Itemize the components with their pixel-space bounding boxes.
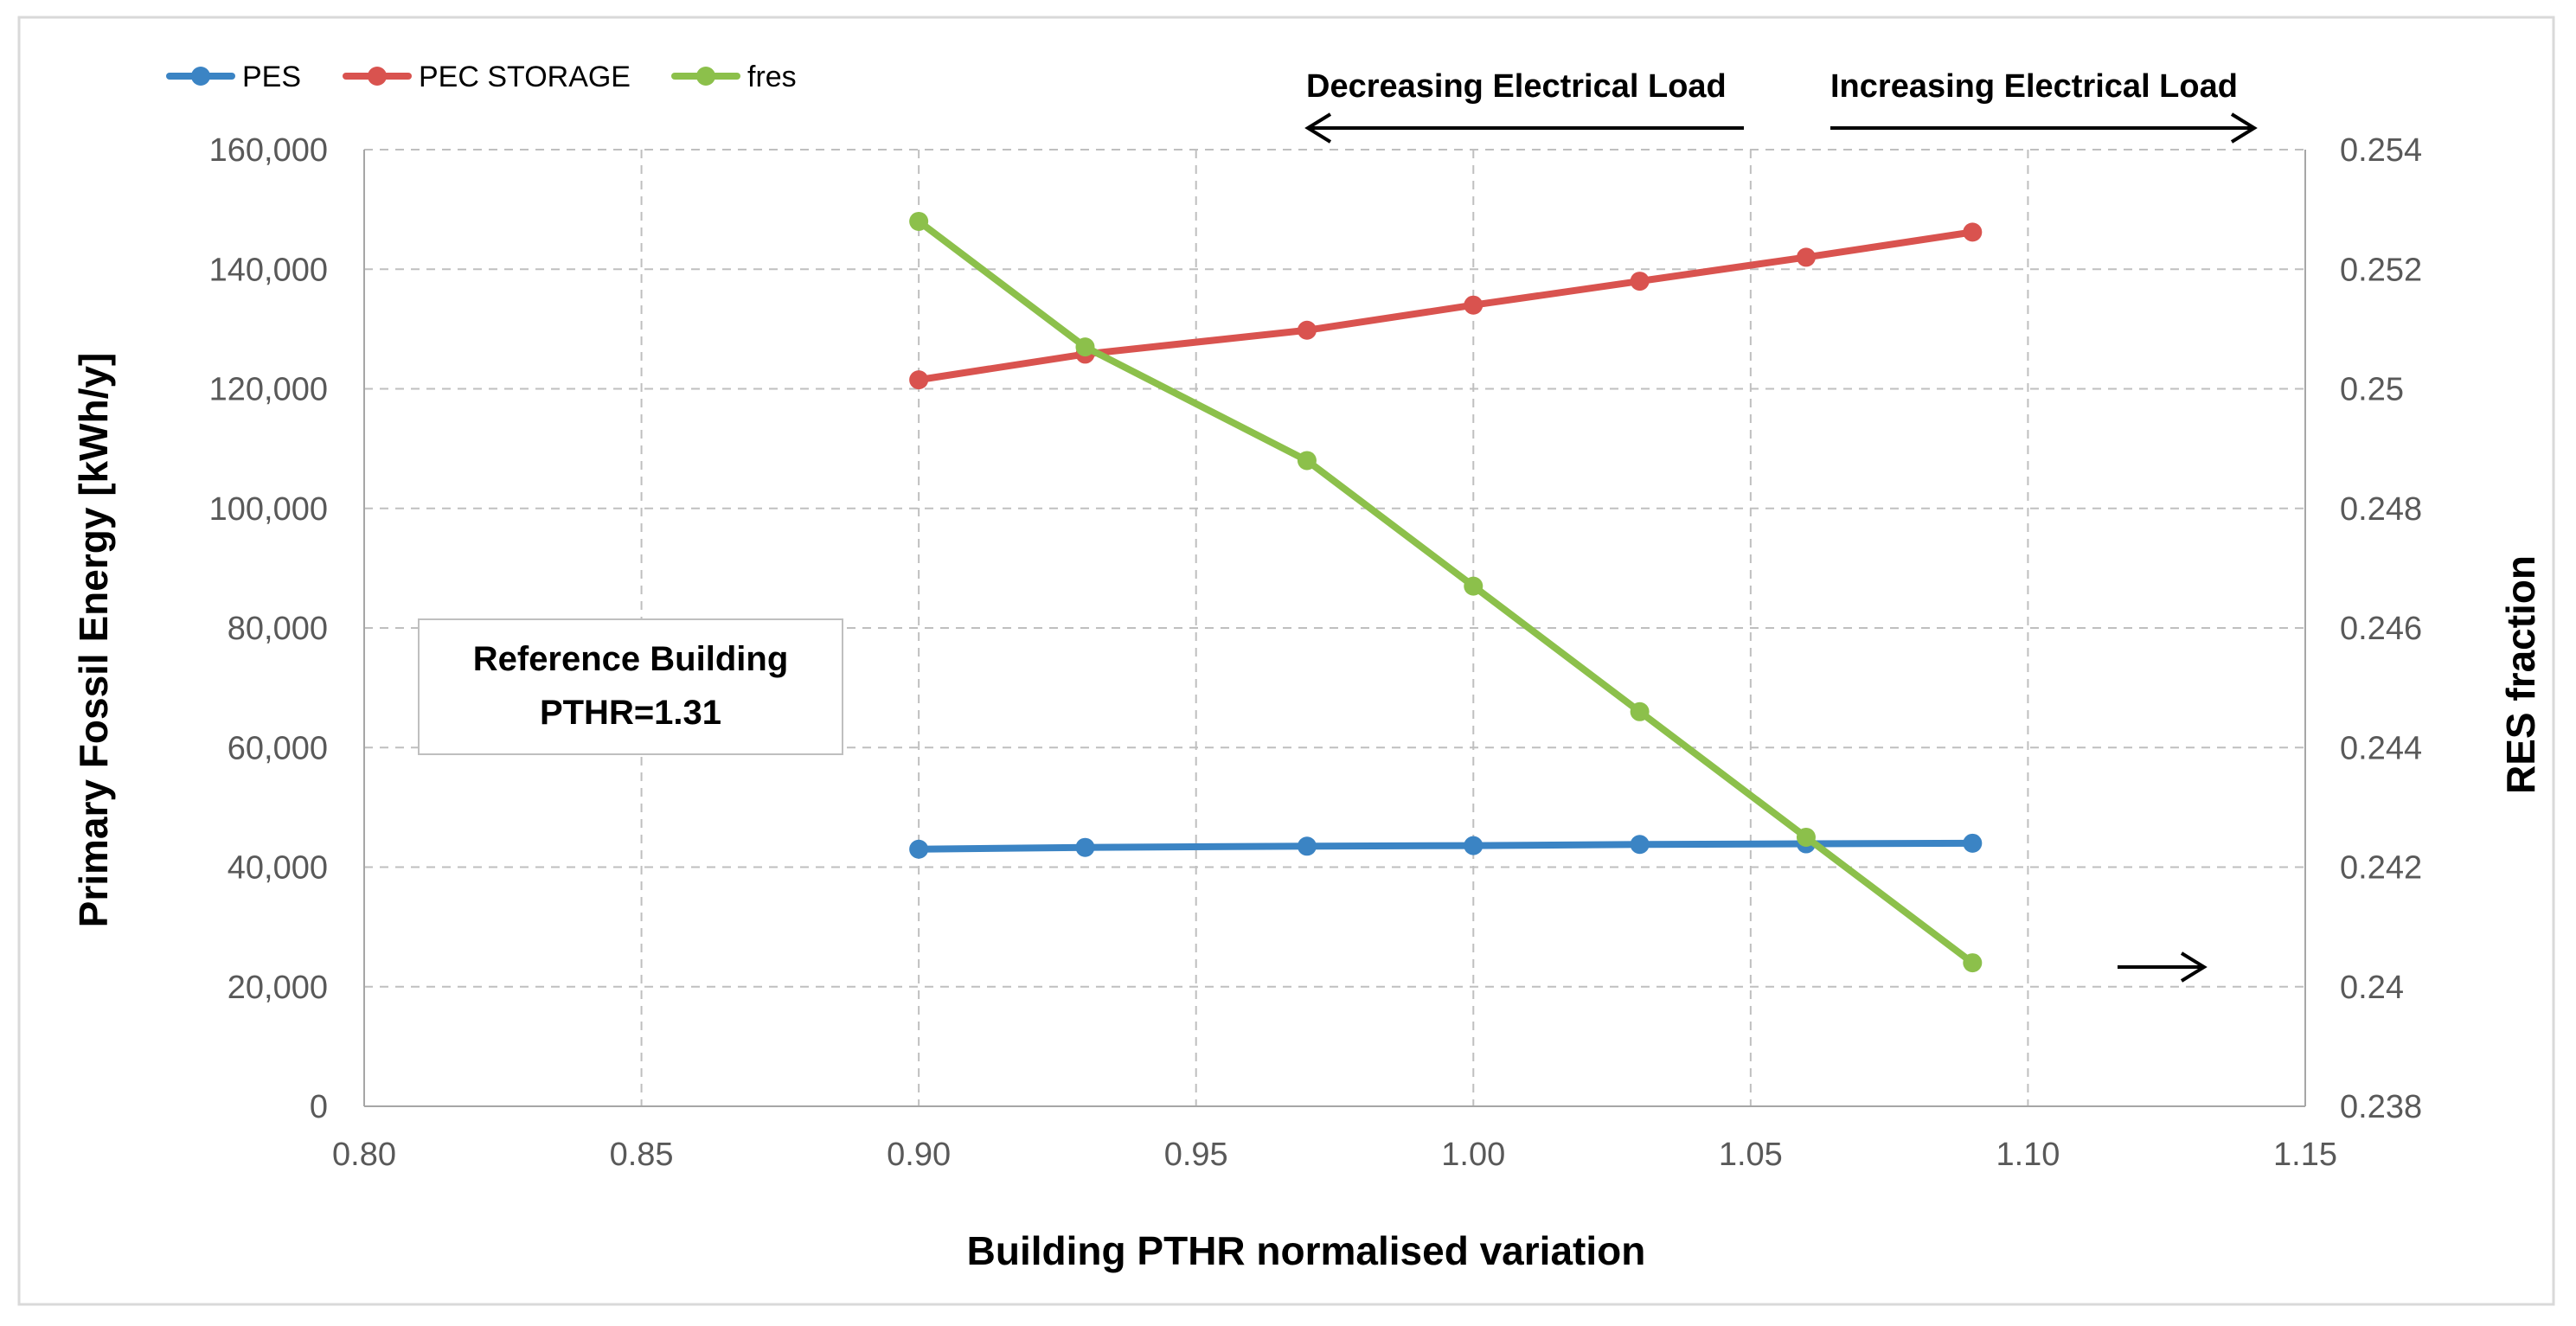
x-axis-title: Building PTHR normalised variation xyxy=(967,1228,1646,1273)
data-point-pes xyxy=(1297,836,1317,856)
data-point-pes xyxy=(909,839,929,859)
data-point-fres xyxy=(1297,451,1317,471)
y-tick-label: 100,000 xyxy=(209,491,328,528)
x-tick-label: 1.05 xyxy=(1719,1137,1783,1173)
y-tick-label: 40,000 xyxy=(227,850,328,887)
legend-marker-pec-storage xyxy=(368,67,387,86)
y2-tick-label: 0.252 xyxy=(2340,252,2422,288)
data-point-fres xyxy=(1464,576,1483,596)
data-point-fres xyxy=(1630,701,1650,721)
y2-tick-label: 0.248 xyxy=(2340,491,2422,528)
legend: PES PEC STORAGE fres xyxy=(166,61,797,93)
y-tick-label: 60,000 xyxy=(227,730,328,766)
decreasing-load-label: Decreasing Electrical Load xyxy=(1306,68,1727,105)
data-point-pes xyxy=(1075,837,1095,857)
y-tick-label: 120,000 xyxy=(209,372,328,408)
data-point-pec-storage xyxy=(1963,222,1983,242)
right-axis-pointer-head xyxy=(2180,951,2208,983)
y2-tick-label: 0.238 xyxy=(2340,1089,2422,1125)
series xyxy=(909,211,1983,973)
data-point-pec-storage xyxy=(1796,247,1816,267)
grid xyxy=(364,149,2305,1106)
increasing-arrowhead xyxy=(2230,112,2258,144)
data-point-fres xyxy=(1796,827,1816,847)
data-point-pec-storage xyxy=(909,370,929,390)
y-tick-label: 80,000 xyxy=(227,611,328,647)
y-tick-label: 0 xyxy=(310,1089,328,1125)
y2-tick-label: 0.246 xyxy=(2340,611,2422,647)
y2-tick-label: 0.25 xyxy=(2340,372,2404,408)
legend-marker-fres xyxy=(696,67,715,86)
y-axis-title: Primary Fossil Energy [kWh/y] xyxy=(71,353,116,928)
data-point-pec-storage xyxy=(1464,295,1483,315)
data-point-fres xyxy=(1075,337,1095,357)
reference-pthr: PTHR=1.31 xyxy=(540,694,721,732)
legend-label-pes: PES xyxy=(242,61,301,93)
y-tick-label: 20,000 xyxy=(227,970,328,1006)
y2-tick-label: 0.24 xyxy=(2340,970,2404,1006)
data-point-pec-storage xyxy=(1630,272,1650,291)
x-tick-label: 1.15 xyxy=(2273,1137,2337,1173)
y2-tick-label: 0.254 xyxy=(2340,132,2422,169)
increasing-load-label: Increasing Electrical Load xyxy=(1830,68,2238,105)
reference-label: Reference Building xyxy=(473,640,789,678)
x-tick-label: 0.85 xyxy=(610,1137,674,1173)
y-tick-label: 140,000 xyxy=(209,252,328,288)
legend-label-pec-storage: PEC STORAGE xyxy=(419,61,631,93)
legend-label-fres: fres xyxy=(747,61,797,93)
x-tick-label: 0.80 xyxy=(332,1137,396,1173)
x-tick-label: 1.10 xyxy=(1996,1137,2060,1173)
data-point-fres xyxy=(1963,953,1983,973)
chart-frame xyxy=(17,16,2555,1306)
x-tick-label: 0.90 xyxy=(887,1137,951,1173)
data-point-pes xyxy=(1630,835,1650,855)
data-point-pes xyxy=(1963,833,1983,853)
x-tick-label: 1.00 xyxy=(1441,1137,1505,1173)
data-point-pec-storage xyxy=(1297,320,1317,340)
data-point-pes xyxy=(1464,836,1483,855)
y2-tick-label: 0.242 xyxy=(2340,850,2422,887)
y-tick-label: 160,000 xyxy=(209,132,328,169)
decreasing-arrowhead xyxy=(1304,112,1332,144)
reference-box xyxy=(418,618,843,755)
legend-marker-pes xyxy=(191,67,210,86)
x-tick-label: 0.95 xyxy=(1164,1137,1228,1173)
y2-tick-label: 0.244 xyxy=(2340,730,2422,766)
tick-labels: 0 0.238 20,000 0.24 40,000 0.242 60,000 0.244 80… xyxy=(209,132,2422,1173)
axes xyxy=(363,150,2306,1107)
y2-axis-title: RES fraction xyxy=(2498,555,2543,794)
data-point-fres xyxy=(909,211,929,231)
